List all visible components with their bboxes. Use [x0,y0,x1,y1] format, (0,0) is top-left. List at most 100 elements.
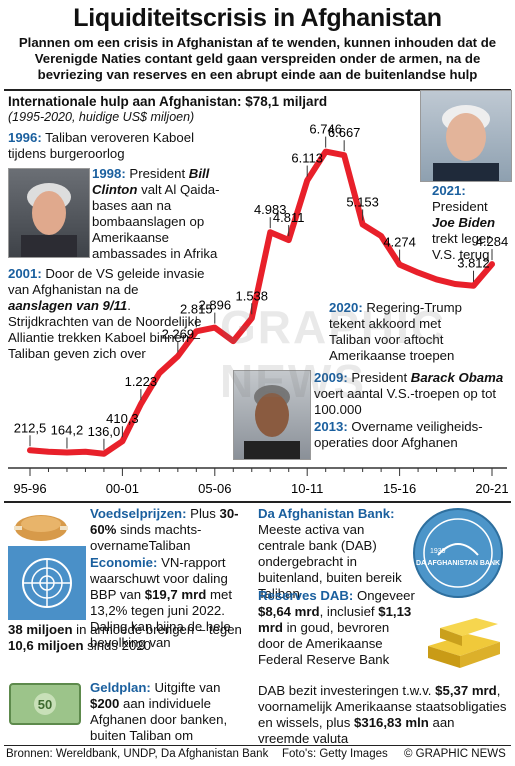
person-icon [433,105,499,181]
un-logo-icon [8,546,86,620]
annotation-name: Bill Clinton [92,166,210,197]
annotation-text: trekt leger V.S. terug [432,231,491,262]
section-emphasis: $316,83 mln [354,715,429,730]
section-text: DAB bezit investeringen t.w.v. [258,683,432,698]
annotation-text: President [432,199,488,214]
data-label: 1.538 [235,288,268,303]
data-label: 2.269 [162,326,195,341]
section-emphasis: $200 [90,696,120,711]
footer-divider [4,745,511,746]
section-heading: Voedselprijzen: [90,506,187,521]
series-line [27,148,495,457]
data-label: 4.274 [383,235,416,250]
svg-text:50: 50 [38,697,52,712]
annotation-2013: 2013: Overname veiligheids-operaties doo… [314,419,504,451]
section-heading: Reserves DAB: [258,588,354,603]
data-label: 4.284 [476,234,509,249]
annotation-1998: 1998: President Bill Clinton valt Al Qai… [92,166,232,262]
section-beleggingen: DAB bezit investeringen t.w.v. $5,37 mrd… [258,683,508,747]
annotation-year: 2021: [432,183,466,198]
annotation-2021: 2021: President Joe Biden trekt leger V.… [432,183,512,263]
x-tick-label: 00-01 [106,481,139,496]
data-label: 212,5 [14,420,47,435]
data-label: 164,2 [51,422,84,437]
page-title: Liquiditeitscrisis in Afghanistan [73,4,442,32]
annotation-text: voert aantal V.S.-troepen op tot 100.000 [314,386,497,417]
data-label: 410,3 [106,411,139,426]
section-emphasis: $5,37 mrd [435,683,497,698]
section-divider [4,501,511,503]
section-text: , voornamelijk Amerikaanse staatsobligat… [258,683,507,730]
annotation-1996: 1996: Taliban veroveren Kaboel tijdens b… [8,130,208,162]
section-text: sinds machts-overnameTaliban [90,522,202,553]
section-emphasis: $19,7 mrd [144,587,207,602]
section-bank: Da Afghanistan Bank: Meeste activa van c… [258,506,408,602]
x-tick-label: 95-96 [13,481,46,496]
annotation-emphasis: aanslagen van 9/11 [8,298,128,313]
section-voedselprijzen: Voedselprijzen: Plus 30-60% sinds machts… [90,506,250,554]
section-text: Meeste activa van centrale bank (DAB) on… [258,522,402,601]
svg-text:DA AFGHANISTAN BANK: DA AFGHANISTAN BANK [416,560,500,567]
annotation-text: Regering-Trump tekent akkoord met Taliba… [329,300,462,363]
annotation-name: Barack Obama [410,370,504,385]
section-emphasis: 38 miljoen [8,622,73,637]
biden-photo [420,90,512,182]
person-icon [21,183,77,257]
chicken-icon [10,508,72,542]
data-label: 1.223 [125,374,158,389]
gold-bars-icon [418,606,510,676]
annotation-name: Joe Biden [432,215,496,230]
data-label: 6.746 [309,122,342,137]
section-text: sinds 2020 [87,638,151,653]
data-label: 6.113 [291,151,323,166]
annotation-year: 2013: [314,419,348,434]
section-text: , inclusief [319,604,375,619]
data-label: 4.811 [273,210,305,225]
section-heading: Economie: [90,555,158,570]
footer-photos: Foto's: Getty Images [282,748,388,760]
section-emphasis: 10,6 miljoen [8,638,84,653]
section-text: aan vreemde valuta [258,715,455,746]
page-subtitle: Plannen om een crisis in Afghanistan af … [18,35,497,82]
annotation-year: 1996: [8,130,42,145]
section-reserves: Reserves DAB: Ongeveer $8,64 mrd, inclus… [258,588,418,668]
annotation-text: Door de VS geleide invasie van Afghanist… [8,266,205,297]
section-text: Plus [190,506,216,521]
section-emphasis: $1,13 mrd [258,604,412,635]
footer-sources: Bronnen: Wereldbank, UNDP, Da Afghanista… [6,748,269,760]
annotation-text: Overname veiligheids-operaties door Afgh… [314,419,483,450]
annotation-year: 2001: [8,266,42,281]
section-text: VN-rapport waarschuwt voor daling BBP va… [90,555,228,602]
person-icon [244,385,300,459]
section-economie-continued: 38 miljoen in armoede brengen – tegen 10… [8,622,253,654]
x-tick-label: 10-11 [291,481,323,496]
clinton-photo [8,168,90,258]
section-heading: Da Afghanistan Bank: [258,506,395,521]
x-tick-label: 05-06 [198,481,231,496]
svg-text:1939: 1939 [430,548,446,555]
annotation-text: President [351,370,408,385]
data-label: 2.896 [199,298,232,313]
section-emphasis: 30-60% [90,506,239,537]
watermark: GRAPHIC NEWS [220,301,447,407]
annotation-year: 2020: [329,300,363,315]
section-text: Uitgifte van [154,680,221,695]
section-text: in armoede brengen – tegen [76,622,242,637]
bank-seal-icon: DA AFGHANISTAN BANK 1939 [408,505,508,601]
annotation-text: President [129,166,186,181]
aid-line-chart: 95-96 00-01 05-06 10-11 15-16 20-21 212,5 164,… [8,122,509,496]
annotation-text: Taliban veroveren Kaboel tijdens burgero… [8,130,194,161]
section-text: met 13,2% tegen juni 2022. Daling kan bi… [90,587,232,650]
annotation-year: 1998: [92,166,126,181]
data-label: 2.815 [180,301,213,316]
section-geldplan: Geldplan: Uitgifte van $200 aan individu… [90,680,250,744]
chart-heading: Internationale hulp aan Afghanistan: $78… [8,94,328,109]
annotation-year: 2009: [314,370,348,385]
obama-photo [233,370,311,460]
x-tick-label: 15-16 [383,481,416,496]
annotation-2001: 2001: Door de VS geleide invasie van Afg… [8,266,206,362]
data-label: 4.983 [254,202,287,217]
section-emphasis: $8,64 mrd [258,604,320,619]
chart-subheading: (1995-2020, huidige US$ miljoen) [8,110,195,124]
section-heading: Geldplan: [90,680,151,695]
